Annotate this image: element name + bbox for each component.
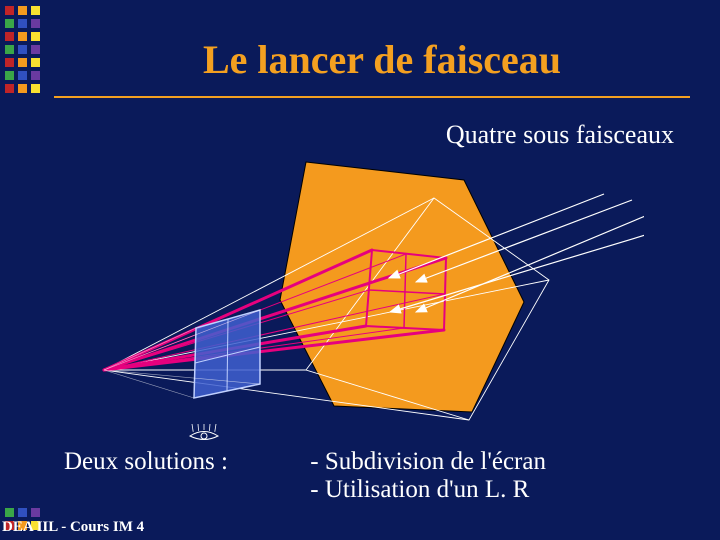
decor-strip (0, 0, 44, 540)
beam-diagram (84, 150, 644, 450)
decor-square (31, 508, 40, 517)
decor-square (18, 71, 27, 80)
solutions-block: Deux solutions : - Subdivision de l'écra… (64, 448, 704, 504)
decor-square (18, 32, 27, 41)
decor-square (5, 6, 14, 15)
slide-subtitle: Quatre sous faisceaux (44, 120, 704, 150)
solutions-lead: Deux solutions : (64, 448, 304, 476)
decor-square (18, 58, 27, 67)
decor-square (31, 84, 40, 93)
decor-square (5, 71, 14, 80)
decor-square (18, 508, 27, 517)
decor-square (31, 45, 40, 54)
decor-square (18, 84, 27, 93)
decor-square (18, 19, 27, 28)
solution-item-2: - Utilisation d'un L. R (310, 476, 529, 503)
slide-title: Le lancer de faisceau (44, 36, 720, 83)
decor-square (31, 58, 40, 67)
decor-square (5, 508, 14, 517)
decor-square (5, 45, 14, 54)
decor-square (5, 32, 14, 41)
decor-square (31, 71, 40, 80)
title-underline (54, 96, 690, 98)
slide-footer: DEA IIL - Cours IM 4 (2, 519, 144, 536)
slide-content: Le lancer de faisceau Quatre sous faisce… (44, 0, 720, 540)
decor-square (18, 6, 27, 15)
solution-item-1: - Subdivision de l'écran (310, 448, 546, 475)
decor-square (5, 19, 14, 28)
decor-square (5, 84, 14, 93)
decor-square (31, 19, 40, 28)
decor-square (31, 6, 40, 15)
decor-square (31, 32, 40, 41)
decor-square (18, 45, 27, 54)
decor-square (5, 58, 14, 67)
